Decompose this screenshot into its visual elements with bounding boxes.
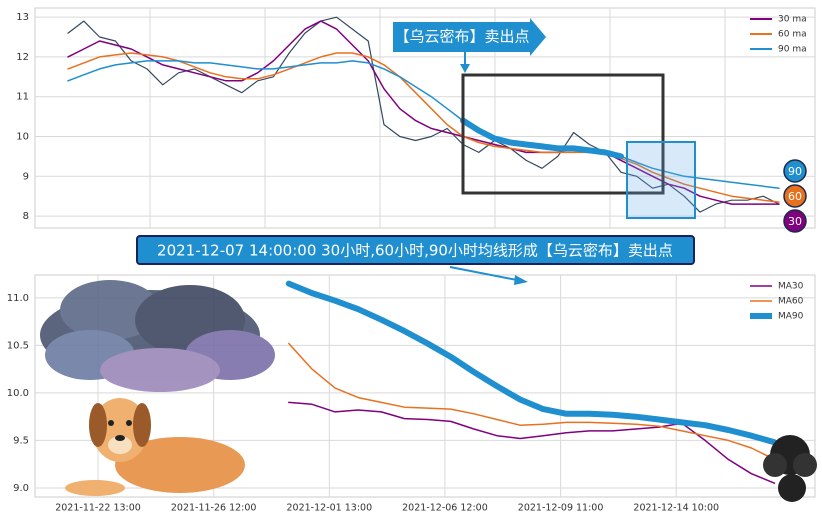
y-tick-label: 10: [16, 131, 29, 142]
legend-label: MA30: [778, 282, 804, 292]
y-tick-label: 13: [16, 12, 29, 23]
legend-label: 60 ma: [778, 30, 807, 40]
legend-label: MA90: [778, 312, 804, 322]
x-tick-label: 2021-12-09 11:00: [518, 503, 604, 514]
banner-text: 2021-12-07 14:00:00 30小时,60小时,90小时均线形成【乌…: [157, 242, 673, 260]
x-tick-label: 2021-12-06 12:00: [402, 503, 488, 514]
y-tick-label: 10.0: [7, 388, 29, 399]
x-tick-label: 2021-12-14 10:00: [633, 503, 719, 514]
y-tick-label: 9.5: [13, 435, 29, 446]
y-tick-label: 9: [23, 171, 29, 182]
ma90-highlight: [460, 117, 624, 160]
legend-label: 90 ma: [778, 45, 807, 55]
y-tick-label: 11.0: [7, 293, 29, 304]
banner-pointer-head: [514, 275, 528, 285]
dog-illustration: [65, 398, 245, 496]
y-tick-label: 11: [16, 92, 29, 103]
ma-line: [67, 20, 780, 205]
x-tick-label: 2021-11-26 12:00: [171, 503, 257, 514]
blue-box: [626, 141, 696, 219]
y-tick-label: 9.0: [13, 483, 29, 494]
annotation-arrow: [393, 18, 546, 56]
banner-box: [136, 235, 695, 265]
badge-label: 60: [788, 190, 802, 203]
y-tick-label: 8: [23, 211, 29, 222]
cloud-illustration: [40, 280, 275, 392]
layer: 8 9 10 11 12 13 30 ma 60 ma 90 ma 90 60 30 【乌云密布】卖出点…: [7, 12, 815, 514]
badge: [783, 209, 807, 233]
ma-line: [288, 342, 776, 461]
annotation-pointer-head: [460, 64, 470, 73]
black-box: [461, 73, 665, 195]
badge-label: 90: [788, 165, 802, 178]
legend-label: 30 ma: [778, 15, 807, 25]
top-vertical-grid: [149, 8, 726, 228]
ma-line: [67, 52, 780, 203]
y-tick-label: 12: [16, 52, 29, 63]
x-tick-label: 2021-12-01 13:00: [287, 503, 373, 514]
annotation-text: 【乌云密布】卖出点: [394, 28, 529, 46]
banner-pointer: [449, 266, 523, 282]
badge-label: 30: [788, 215, 802, 228]
ma-line: [288, 401, 776, 484]
smoke-illustration: [763, 435, 817, 502]
y-tick-label: 10.5: [7, 340, 29, 351]
ma-line: [285, 280, 778, 446]
legend-label: MA60: [778, 297, 804, 307]
badge: [783, 184, 807, 208]
ma-line: [67, 60, 780, 189]
badge: [783, 159, 807, 183]
x-tick-label: 2021-11-22 13:00: [55, 503, 141, 514]
